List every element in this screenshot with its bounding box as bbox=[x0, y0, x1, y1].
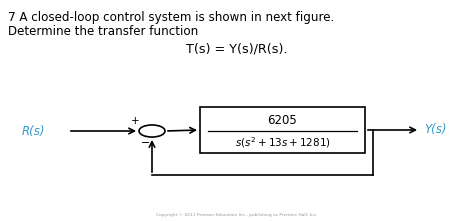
Text: Y(s): Y(s) bbox=[424, 124, 447, 137]
Text: Copyright © 2011 Pearson Education Inc., publishing as Prentice Hall, Inc.: Copyright © 2011 Pearson Education Inc.,… bbox=[156, 213, 318, 217]
Text: Determine the transfer function: Determine the transfer function bbox=[8, 25, 198, 38]
Text: T(s) = Y(s)/R(s).: T(s) = Y(s)/R(s). bbox=[186, 43, 288, 56]
Text: $s(s^2 + 13s + 1281)$: $s(s^2 + 13s + 1281)$ bbox=[235, 136, 330, 151]
Bar bbox=[200, 107, 365, 153]
Text: R(s): R(s) bbox=[22, 124, 46, 137]
Text: 6205: 6205 bbox=[268, 114, 297, 126]
Text: −: − bbox=[141, 138, 151, 148]
Text: 7 A closed-loop control system is shown in next figure.: 7 A closed-loop control system is shown … bbox=[8, 11, 334, 24]
Text: +: + bbox=[131, 116, 139, 126]
